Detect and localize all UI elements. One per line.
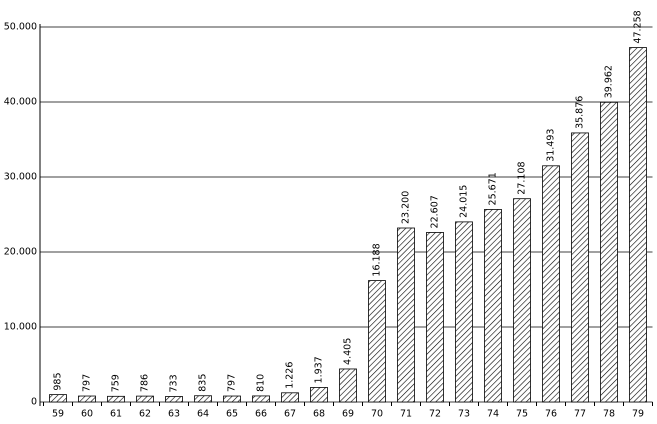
y-tick-label: 0 <box>31 397 37 408</box>
value-label: 786 <box>140 374 151 392</box>
bar <box>397 227 415 403</box>
x-tick-label: 73 <box>458 409 470 420</box>
x-tick-label: 67 <box>284 409 296 420</box>
bar <box>339 368 357 403</box>
x-tick-label: 78 <box>603 409 615 420</box>
y-tick-label: 50.000 <box>4 22 37 33</box>
x-tick-label: 70 <box>371 409 383 420</box>
x-tick-label: 61 <box>110 409 122 420</box>
value-label: 23.200 <box>401 191 412 224</box>
value-label: 985 <box>53 372 64 390</box>
bar <box>629 47 647 403</box>
bar <box>136 395 154 403</box>
x-tick-label: 62 <box>139 409 151 420</box>
value-label: 47.258 <box>633 10 644 43</box>
bar <box>368 280 386 403</box>
value-label: 39.962 <box>604 65 615 98</box>
bar <box>194 395 212 403</box>
bar <box>455 221 473 403</box>
value-label: 27.108 <box>517 161 528 194</box>
x-tick-label: 79 <box>632 409 644 420</box>
value-label: 22.607 <box>430 195 441 228</box>
x-tick-label: 69 <box>342 409 354 420</box>
bar <box>513 198 531 403</box>
value-label: 4.405 <box>343 338 354 365</box>
value-label: 835 <box>198 374 209 392</box>
value-label: 25.671 <box>488 172 499 205</box>
y-tick-label: 40.000 <box>4 97 37 108</box>
value-label: 1.226 <box>285 362 296 389</box>
value-label: 31.493 <box>546 129 557 162</box>
bar <box>252 395 270 403</box>
bar <box>49 394 67 403</box>
x-tick-label: 72 <box>429 409 441 420</box>
value-label: 759 <box>111 374 122 392</box>
value-label: 733 <box>169 374 180 392</box>
value-label: 797 <box>82 374 93 392</box>
x-tick-label: 60 <box>81 409 93 420</box>
x-tick-label: 63 <box>168 409 180 420</box>
x-tick-label: 68 <box>313 409 325 420</box>
x-tick-label: 65 <box>226 409 238 420</box>
x-tick-label: 75 <box>516 409 528 420</box>
x-tick-label: 77 <box>574 409 586 420</box>
bar <box>310 387 328 403</box>
y-tick-label: 30.000 <box>4 172 37 183</box>
bar <box>484 209 502 403</box>
x-tick-label: 59 <box>52 409 64 420</box>
bar <box>281 392 299 403</box>
value-label: 797 <box>227 374 238 392</box>
bar <box>571 132 589 403</box>
x-tick-label: 76 <box>545 409 557 420</box>
bar <box>223 395 241 403</box>
bar <box>165 396 183 403</box>
bar <box>542 165 560 403</box>
bar <box>107 395 125 403</box>
value-label: 24.015 <box>459 185 470 218</box>
y-tick-label: 20.000 <box>4 247 37 258</box>
value-label: 35.876 <box>575 96 586 129</box>
x-tick-label: 64 <box>197 409 209 420</box>
x-tick-label: 74 <box>487 409 499 420</box>
x-tick-label: 66 <box>255 409 267 420</box>
bar <box>426 232 444 403</box>
value-label: 810 <box>256 374 267 392</box>
y-tick-label: 10.000 <box>4 322 37 333</box>
bar <box>600 101 618 403</box>
value-label: 1.937 <box>314 356 325 383</box>
bar <box>78 395 96 403</box>
x-tick-label: 71 <box>400 409 412 420</box>
value-label: 16.188 <box>372 243 383 276</box>
